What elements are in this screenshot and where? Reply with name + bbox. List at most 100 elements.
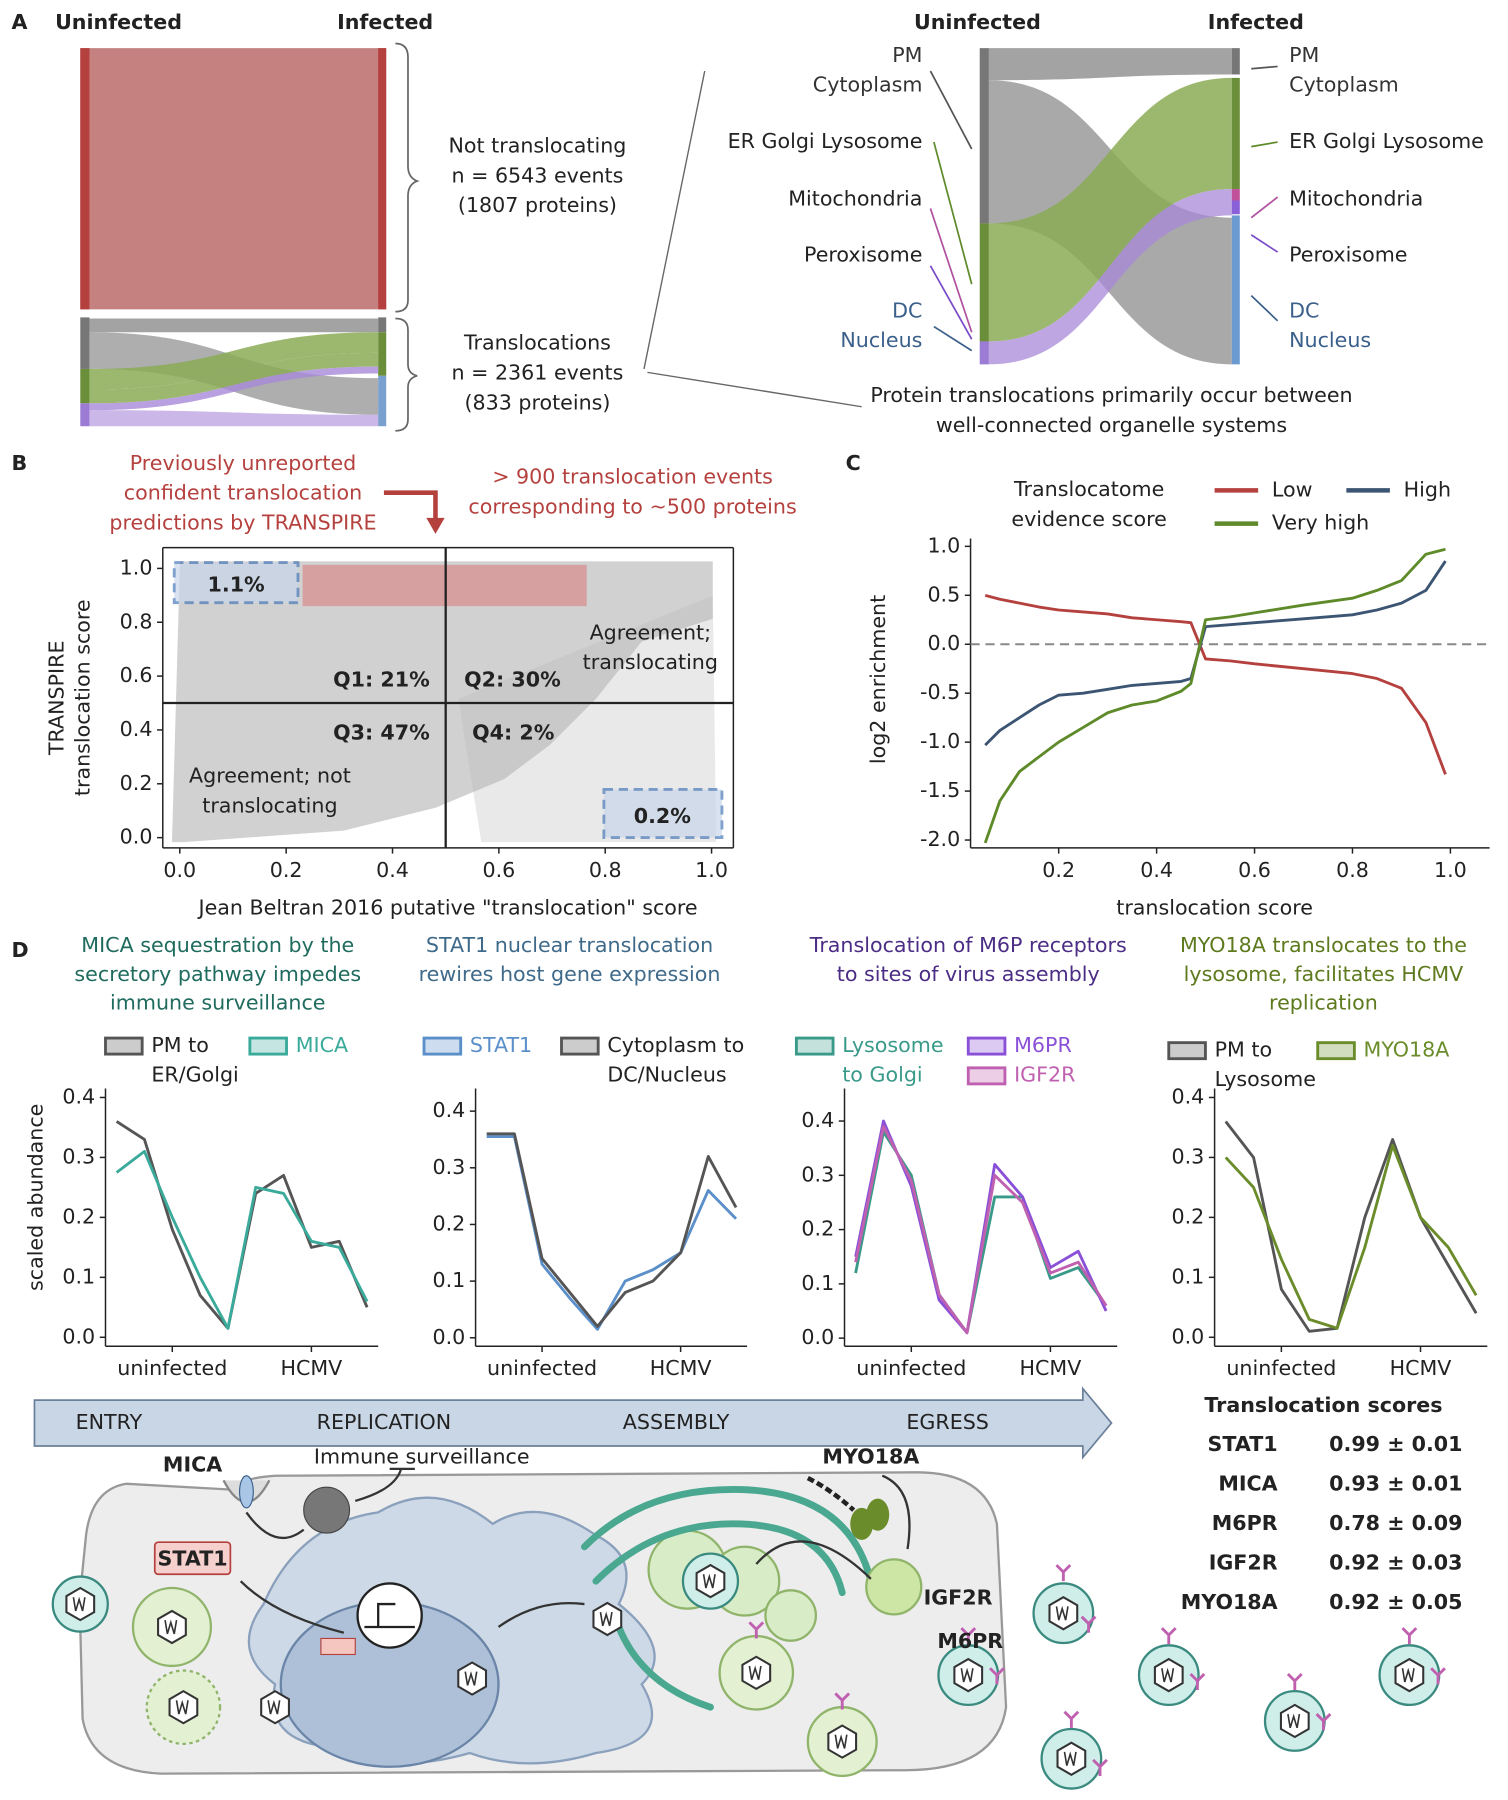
stage-label: REPLICATION — [317, 1410, 452, 1434]
score-name: M6PR — [1212, 1511, 1278, 1535]
mica — [238, 1475, 254, 1509]
legend-label-box: PM to ER/Golgi — [151, 1033, 239, 1088]
y-tick-label: 0.0 — [1172, 1324, 1205, 1348]
sankey-node — [1231, 77, 1240, 190]
sankey-node — [80, 48, 90, 310]
endosome — [303, 1486, 351, 1534]
leader-line — [929, 70, 973, 150]
column-header: Infected — [1208, 10, 1304, 34]
annotation: (833 proteins) — [464, 390, 610, 414]
brace — [395, 42, 420, 313]
series-line — [854, 1119, 1108, 1335]
sankey-flow — [988, 54, 1232, 81]
annotation: Translocations — [463, 331, 611, 355]
stat1-nuclear — [320, 1637, 356, 1656]
legend-label: STAT1 — [469, 1033, 533, 1058]
compartment-label: PM Cytoplasm — [812, 43, 923, 98]
receptor — [1286, 1672, 1303, 1691]
virion-genome — [1161, 1667, 1175, 1683]
compartment-label-box: DC Nucleus — [840, 299, 922, 353]
receptor — [1189, 1672, 1206, 1691]
score-name: STAT1 — [1208, 1432, 1278, 1456]
series-line — [1224, 1120, 1478, 1333]
stage-label: ENTRY — [76, 1410, 143, 1434]
leader-line — [933, 325, 973, 352]
stage-label: ASSEMBLY — [623, 1410, 730, 1434]
diagram-label: STAT1 — [158, 1546, 228, 1570]
legend-label: M6PR — [1014, 1033, 1072, 1058]
compartment-label: PM Cytoplasm — [1289, 43, 1399, 98]
chart-title: MICA sequestration by the secretory path… — [74, 933, 362, 1016]
y-tick-label: 0.3 — [1172, 1144, 1205, 1168]
legend-label: MYO18A — [1363, 1038, 1450, 1063]
x-tick-label: 0.2 — [1042, 858, 1075, 882]
legend-swatch — [248, 1036, 288, 1056]
golgi-vesicle — [764, 1589, 818, 1642]
y-tick-label: 0.0 — [432, 1325, 465, 1349]
y-tick-label: 0.5 — [927, 582, 960, 606]
note-arrowhead — [426, 517, 445, 534]
dashed-box — [602, 788, 724, 839]
virion-genome — [1055, 1605, 1069, 1621]
compartment-label: Peroxisome — [804, 243, 922, 267]
receptor — [1160, 1627, 1177, 1645]
y-axis-label: scaled abundance — [24, 1104, 48, 1291]
x-tick-label: uninfected — [856, 1356, 966, 1380]
y-tick-label: 0.0 — [62, 1324, 95, 1348]
series-line — [854, 1125, 1108, 1335]
y-tick-label: 0.2 — [62, 1204, 95, 1228]
stage-arrow — [33, 1386, 1113, 1460]
x-axis-label: translocation score — [1116, 896, 1313, 920]
receptor — [1092, 1758, 1108, 1776]
x-tick-label: 0.4 — [1140, 858, 1173, 882]
sankey-node — [979, 223, 989, 342]
y-tick-label: -1.5 — [920, 778, 960, 802]
arrow — [881, 1474, 911, 1550]
column-header: Uninfected — [914, 10, 1041, 34]
chart-title: Translocation of M6P receptors to sites … — [809, 933, 1127, 987]
legend-label-box: IGF2R — [1014, 1063, 1076, 1088]
sankey-flow — [89, 352, 379, 404]
leader-line — [1250, 234, 1279, 253]
legend-label: PM to ER/Golgi — [151, 1033, 239, 1088]
virion-genome — [175, 1699, 189, 1715]
sankey-node — [1231, 215, 1240, 365]
receptor — [834, 1692, 851, 1710]
y-tick-label: 0.4 — [120, 717, 153, 741]
chart-title: STAT1 nuclear translocation rewires host… — [418, 933, 721, 987]
x-tick-label: 1.0 — [695, 858, 728, 882]
diagram-label: MYO18A — [822, 1444, 919, 1468]
legend-label-box: M6PR — [1014, 1033, 1072, 1058]
x-tick-label: 0.6 — [482, 858, 515, 882]
legend-label: IGF2R — [1014, 1063, 1076, 1088]
scores-title: Translocation scores — [1204, 1393, 1442, 1417]
score-value: 0.99 ± 0.01 — [1329, 1432, 1462, 1456]
y-tick-label: 0.1 — [801, 1271, 834, 1295]
note: Previously unreported confident transloc… — [109, 451, 377, 536]
legend-swatch — [794, 1036, 835, 1056]
corner-label: 1.1% — [208, 572, 265, 596]
panel-label: C — [846, 451, 861, 475]
legend-swatch — [104, 1036, 144, 1056]
arrow — [497, 1602, 585, 1628]
virion-genome — [1063, 1751, 1077, 1766]
y-tick-label: 0.6 — [120, 663, 153, 687]
point-cloud-sparse — [458, 595, 717, 843]
caption: Protein translocations primarily occur b… — [870, 383, 1353, 438]
caption-box: Protein translocations primarily occur b… — [870, 383, 1353, 438]
chart-title-box: Translocation of M6P receptors to sites … — [809, 933, 1127, 987]
series-line — [1224, 1143, 1478, 1330]
score-value: 0.92 ± 0.05 — [1329, 1590, 1462, 1614]
sankey-flow — [89, 410, 379, 427]
receptor — [1401, 1627, 1418, 1645]
y-tick-label: -1.0 — [920, 729, 960, 753]
y-tick-label: -2.0 — [920, 827, 960, 851]
x-tick-label: 0.8 — [1336, 858, 1369, 882]
leader-line — [1250, 294, 1279, 322]
x-tick-label: 0.2 — [270, 858, 303, 882]
y-axis-label: translocation score — [71, 599, 95, 796]
compartment-label-box: DC Nucleus — [1289, 299, 1371, 353]
legend-title-box: Translocatome evidence score — [1011, 478, 1166, 532]
score-name: MICA — [1218, 1471, 1277, 1495]
virion-genome — [72, 1596, 86, 1612]
